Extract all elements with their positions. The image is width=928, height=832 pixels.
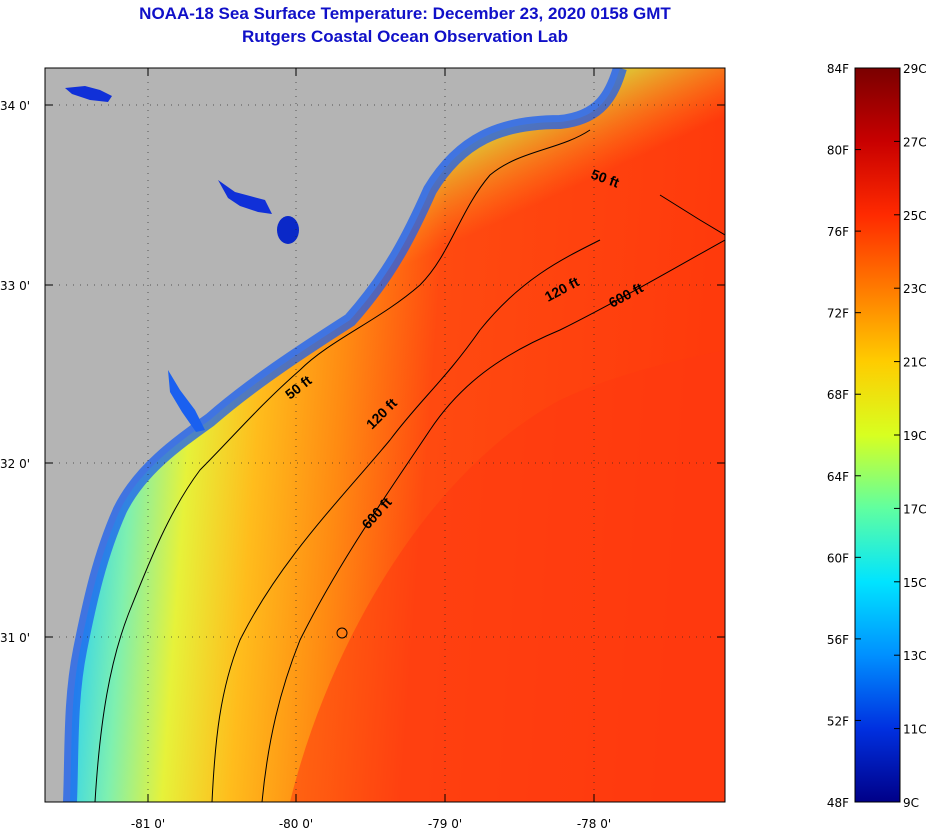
colorbar-label-c: 19C	[903, 429, 927, 443]
contour-600ft	[261, 239, 725, 802]
gulf-stream-core	[290, 350, 725, 802]
colorbar-label-f: 84F	[827, 62, 849, 76]
colorbar-label-c: 13C	[903, 649, 927, 663]
colorbar-label-c: 21C	[903, 356, 927, 370]
colorbar-label-f: 80F	[827, 144, 849, 158]
colorbar-label-f: 72F	[827, 307, 849, 321]
map-ticks	[45, 68, 725, 802]
lake	[65, 86, 112, 102]
colorbar-label-f: 48F	[827, 796, 849, 810]
contour-50ft	[94, 129, 591, 802]
map-frame	[44, 67, 726, 803]
contour-120ft	[211, 194, 725, 802]
colorbar-label-c: 17C	[903, 502, 927, 516]
colorbar-label-c: 25C	[903, 209, 927, 223]
colorbar-label-f: 60F	[827, 551, 849, 565]
colorbar-label-f: 52F	[827, 714, 849, 728]
colorbar-label-c: 15C	[903, 576, 927, 590]
map-subtitle: Rutgers Coastal Ocean Observation Lab	[242, 27, 568, 46]
colorbar-label-f: 76F	[827, 225, 849, 239]
lat-label-34: 34 0'	[0, 99, 30, 113]
colorbar-label-c: 9C	[903, 796, 919, 810]
colorbar	[854, 67, 901, 803]
lon-label-81: -81 0'	[131, 817, 165, 831]
map-title: NOAA-18 Sea Surface Temperature: Decembe…	[139, 4, 671, 23]
lon-label-80: -80 0'	[279, 817, 313, 831]
colorbar-label-c: 29C	[903, 62, 927, 76]
lat-label-32: 32 0'	[0, 457, 30, 471]
lake	[277, 216, 299, 244]
lon-label-79: -79 0'	[428, 817, 462, 831]
lat-label-31: 31 0'	[0, 631, 30, 645]
land-mass	[45, 68, 620, 802]
colorbar-label-f: 56F	[827, 633, 849, 647]
contour-closed-ring	[336, 627, 348, 639]
colorbar-label-c: 23C	[903, 282, 927, 296]
lon-label-78: -78 0'	[577, 817, 611, 831]
estuary	[168, 370, 205, 432]
colorbar-label-f: 64F	[827, 470, 849, 484]
lake	[218, 180, 272, 214]
lat-label-33: 33 0'	[0, 279, 30, 293]
colorbar-label-c: 11C	[903, 723, 927, 737]
colorbar-ticks: 84F 80F 76F 72F 68F 64F 60F 56F 52F 48F 29C 27C 25C 2…	[827, 62, 927, 810]
colorbar-label-c: 27C	[903, 135, 927, 149]
coastal-cold-band	[63, 68, 627, 802]
colorbar-label-f: 68F	[827, 388, 849, 402]
